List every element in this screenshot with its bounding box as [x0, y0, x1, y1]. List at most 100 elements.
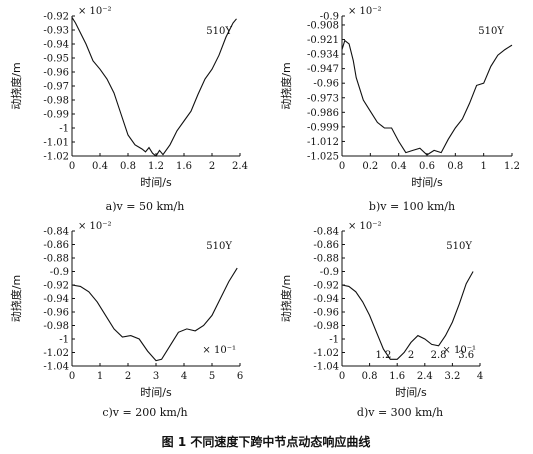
chart-panel-1: -0.92 -0.93 -0.94 -0.95 -0.96 -0.97 -0.98 -0.99… — [9, 6, 248, 213]
x-tick-label: 0 — [339, 161, 345, 172]
x-tick-label: 1 — [480, 161, 486, 172]
x-tick-label: 6 — [237, 371, 243, 382]
series-label: 510Y — [206, 26, 232, 37]
y-tick-label: -1 — [329, 335, 339, 346]
x-tick-label-inner: 2 — [408, 350, 414, 361]
y-tick-label: -1.01 — [43, 138, 69, 149]
x-tick-label: 0.2 — [362, 161, 378, 172]
x-tick-label: 0.6 — [419, 161, 435, 172]
figure-caption: 图 1 不同速度下跨中节点动态响应曲线 — [162, 434, 371, 449]
y-axis-label: 动挠度/m — [9, 275, 23, 322]
x-tick-label: 2.4 — [417, 371, 433, 382]
y-axis-label: 动挠度/m — [279, 275, 293, 322]
x-multiplier: × 10⁻¹ — [442, 345, 476, 356]
y-tick-label: -0.9 — [320, 267, 339, 278]
y-tick-label: -0.9 — [50, 267, 69, 278]
y-tick-label: -0.986 — [307, 108, 339, 119]
y-axis-label: 动挠度/m — [279, 62, 293, 109]
panel-caption: c)v = 200 km/h — [102, 406, 187, 419]
y-tick-label: -0.999 — [307, 122, 339, 133]
y-tick-label: -0.934 — [307, 50, 339, 61]
y-tick-label: -0.98 — [43, 96, 69, 107]
y-tick-label: -1 — [59, 124, 69, 135]
y-tick-label: -0.98 — [43, 321, 69, 332]
y-tick-label: -0.96 — [43, 308, 69, 319]
y-tick-label: -1 — [59, 335, 69, 346]
y-tick-label: -0.9 — [320, 12, 339, 23]
y-tick-label: -1.02 — [43, 152, 69, 163]
x-tick-label: 3.2 — [444, 371, 460, 382]
x-tick-label: 0.8 — [120, 161, 136, 172]
y-tick-label: -0.88 — [313, 254, 339, 265]
y-tick-label: -0.92 — [43, 281, 69, 292]
x-tick-label: 2 — [209, 161, 215, 172]
chart-panel-4: -0.84 -0.86 -0.88 -0.9 -0.92 -0.94 -0.96 -0.98 -… — [279, 221, 483, 419]
x-tick-label: 1.6 — [176, 161, 192, 172]
y-multiplier: × 10⁻² — [78, 6, 112, 17]
y-tick-label: -0.973 — [307, 93, 339, 104]
x-tick-label-inner: 2.8 — [431, 350, 447, 361]
x-tick-label: 5 — [209, 371, 215, 382]
series-line — [341, 39, 513, 156]
panel-caption: d)v = 300 km/h — [357, 406, 443, 419]
x-tick-label: 0 — [69, 161, 75, 172]
y-tick-label: -0.96 — [313, 308, 339, 319]
y-tick-label: -1.012 — [307, 137, 339, 148]
series-line — [341, 271, 474, 360]
y-tick-label: -1.02 — [313, 348, 339, 359]
y-multiplier: × 10⁻² — [348, 6, 382, 17]
x-tick-label: 1.6 — [389, 371, 405, 382]
y-multiplier: × 10⁻² — [78, 221, 112, 232]
y-tick-label: -0.98 — [313, 321, 339, 332]
series-label: 510Y — [478, 26, 504, 37]
series-line — [71, 17, 237, 157]
chart-panel-2: -0.9-0.908 -0.921 -0.934 -0.947 -0.96 -0.973 -… — [279, 6, 520, 213]
y-tick-label: -0.95 — [43, 54, 69, 65]
x-tick-label-inner: 1.2 — [375, 350, 391, 361]
y-tick-label: -0.92 — [313, 281, 339, 292]
x-tick-label: 2.4 — [232, 161, 248, 172]
x-tick-label: 2 — [125, 371, 131, 382]
y-tick-label: -0.97 — [43, 82, 69, 93]
series-label: 510Y — [206, 241, 232, 252]
y-tick-label: -1.04 — [313, 362, 339, 373]
y-tick-label: -0.908 — [307, 20, 339, 31]
panel-caption: a)v = 50 km/h — [106, 200, 185, 213]
y-tick-label: -0.84 — [43, 227, 69, 238]
y-tick-label: -0.94 — [43, 40, 69, 51]
series-line — [71, 267, 238, 362]
x-tick-label: 0 — [339, 371, 345, 382]
y-tick-label: -1.025 — [307, 152, 339, 163]
y-tick-label: -0.88 — [43, 254, 69, 265]
y-tick-label: -0.94 — [43, 294, 69, 305]
x-tick-label: 0.4 — [391, 161, 407, 172]
chart-panel-3: -0.84 -0.86 -0.88 -0.9 -0.92 -0.94 -0.96 -0.98 -… — [9, 221, 243, 419]
y-tick-label: -0.96 — [43, 68, 69, 79]
x-tick-label: 0 — [69, 371, 75, 382]
y-tick-label: -0.86 — [43, 240, 69, 251]
x-tick-label: 0.8 — [362, 371, 378, 382]
y-tick-label: -0.93 — [43, 26, 69, 37]
x-tick-label: 0.8 — [447, 161, 463, 172]
x-axis-label: 时间/s — [140, 176, 172, 189]
x-axis-label: 时间/s — [411, 176, 443, 189]
y-tick-label: -0.96 — [313, 79, 339, 90]
y-tick-label: -0.921 — [307, 35, 339, 46]
y-tick-label: -1.04 — [43, 362, 69, 373]
y-axis-label: 动挠度/m — [9, 62, 23, 109]
y-tick-label: -0.86 — [313, 240, 339, 251]
x-tick-label: 4 — [181, 371, 187, 382]
y-tick-label: -0.99 — [43, 110, 69, 121]
panels: -0.92-0.93-0.94-0.95-0.96-0.97-0.98-0.99… — [9, 6, 520, 419]
y-multiplier: × 10⁻² — [348, 221, 382, 232]
y-tick-label: -0.94 — [313, 294, 339, 305]
y-tick-label: -0.92 — [43, 12, 69, 23]
y-tick-label: -0.947 — [307, 64, 339, 75]
x-tick-label: 1.2 — [504, 161, 520, 172]
x-tick-label: 4 — [477, 371, 483, 382]
panel-caption: b)v = 100 km/h — [369, 200, 455, 213]
series-label: 510Y — [446, 241, 472, 252]
y-tick-label: -1.02 — [43, 348, 69, 359]
x-axis-label: 时间/s — [140, 386, 172, 399]
